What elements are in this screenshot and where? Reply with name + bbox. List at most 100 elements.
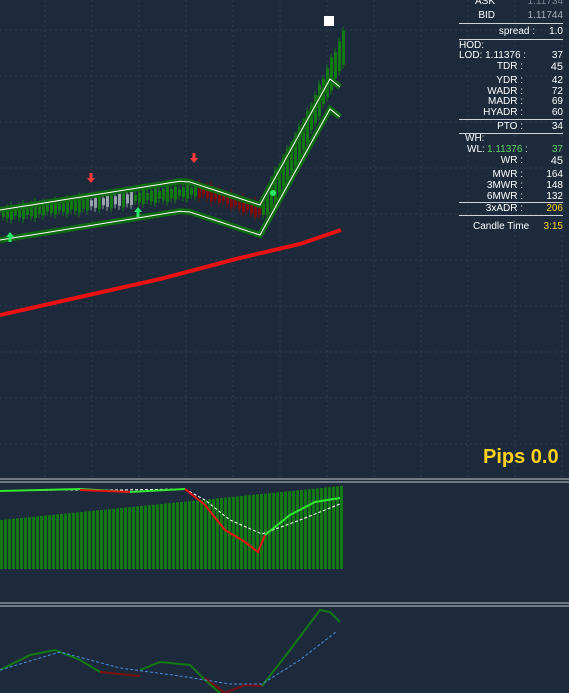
- candle-body: [78, 196, 81, 213]
- candle-body: [170, 189, 173, 199]
- histogram-bar: [136, 506, 139, 569]
- candle-body: [142, 189, 145, 204]
- histogram-bar: [116, 508, 119, 569]
- ask-value: 1.11734: [527, 0, 563, 7]
- histogram-bar: [120, 508, 123, 569]
- candle-body: [38, 204, 41, 214]
- oscillator-line-bear: [79, 489, 131, 493]
- candle-body: [238, 197, 241, 209]
- pto-label: PTO :: [497, 121, 523, 132]
- candle-body: [138, 192, 141, 203]
- histogram-bar: [44, 515, 47, 569]
- histogram-bar: [88, 511, 91, 569]
- histogram-bar: [196, 500, 199, 569]
- spread-value: 1.0: [549, 26, 563, 37]
- histogram-bar: [264, 493, 267, 569]
- candle-body: [246, 202, 249, 211]
- candle-body: [342, 30, 345, 65]
- candle-body: [198, 182, 201, 198]
- lod-label: LOD: 1.11376 :: [459, 50, 527, 61]
- adr3x-value: 206: [546, 203, 563, 214]
- mwr6-label: 6MWR :: [486, 191, 523, 202]
- candle-body: [298, 126, 301, 161]
- candle-body: [54, 200, 57, 215]
- arrow-up-icon: [134, 207, 142, 217]
- candle-body: [66, 198, 69, 214]
- histogram-bar: [176, 502, 179, 569]
- candle-body: [18, 206, 21, 218]
- candle-body: [2, 210, 5, 217]
- histogram-bar: [184, 501, 187, 569]
- candle-body: [302, 122, 305, 150]
- candle-body: [290, 145, 293, 171]
- candle-body: [150, 190, 153, 202]
- candle-body: [234, 198, 237, 206]
- histogram-bar: [236, 496, 239, 569]
- candle-body: [90, 200, 93, 207]
- histogram-bar: [132, 506, 135, 569]
- candle-body: [50, 203, 53, 213]
- candle-body: [106, 195, 109, 207]
- ydr-value: 42: [551, 75, 563, 86]
- candle-body: [178, 189, 181, 196]
- histogram-bar: [172, 502, 175, 569]
- candle-body: [154, 188, 157, 204]
- histogram-bar: [28, 517, 31, 569]
- candle-body: [334, 52, 337, 79]
- current-price-marker: [324, 16, 334, 26]
- histogram-bar: [168, 503, 171, 569]
- bid-value: 1.11744: [527, 10, 563, 21]
- pto-value: 34: [551, 121, 563, 132]
- candle-body: [194, 185, 197, 197]
- histogram-bar: [76, 512, 79, 569]
- histogram-bar: [304, 489, 307, 569]
- candle-body: [278, 167, 281, 193]
- histogram-bar: [84, 511, 87, 569]
- divider: [459, 133, 563, 134]
- histogram-bar: [280, 492, 283, 569]
- histogram-bar: [100, 510, 103, 569]
- wl-value: 37: [551, 144, 563, 155]
- histogram-bar: [64, 513, 67, 569]
- histogram-bar: [288, 491, 291, 569]
- momentum-line-bear: [204, 677, 263, 693]
- candle-body: [214, 190, 217, 200]
- candle-body: [254, 200, 257, 217]
- candle-body: [114, 196, 117, 205]
- signal-dot: [270, 190, 276, 196]
- histogram-bar: [204, 499, 207, 569]
- histogram-bar: [92, 510, 95, 569]
- candle-body: [226, 194, 229, 205]
- histogram-bar: [212, 498, 215, 569]
- oscillator-line-bull: [264, 497, 341, 536]
- band-upper-line: [0, 78, 341, 211]
- adr3x-label: 3xADR :: [485, 203, 523, 214]
- histogram-bar: [316, 488, 319, 569]
- candle-body: [14, 208, 17, 216]
- histogram-bar: [272, 492, 275, 569]
- moving-average-line: [0, 228, 342, 317]
- histogram-bar: [20, 518, 23, 569]
- candle-body: [30, 204, 33, 217]
- divider: [459, 202, 563, 203]
- bid-label: BID: [478, 10, 495, 21]
- candle-body: [286, 148, 289, 182]
- arrow-down-icon: [190, 153, 198, 163]
- candle-body: [162, 188, 165, 201]
- histogram-bar: [220, 498, 223, 569]
- candle-body: [10, 205, 13, 220]
- candle-body: [266, 189, 269, 214]
- candle-body: [174, 186, 177, 200]
- candle-body: [110, 193, 113, 209]
- histogram-bar: [160, 504, 163, 569]
- candle-body: [330, 57, 333, 91]
- histogram-bar: [276, 492, 279, 569]
- divider: [459, 39, 563, 40]
- candle-body: [122, 191, 125, 208]
- hod-label: HOD:: [459, 40, 484, 51]
- histogram-bar: [60, 514, 63, 569]
- histogram-bar: [140, 506, 143, 569]
- candle-body: [230, 193, 233, 208]
